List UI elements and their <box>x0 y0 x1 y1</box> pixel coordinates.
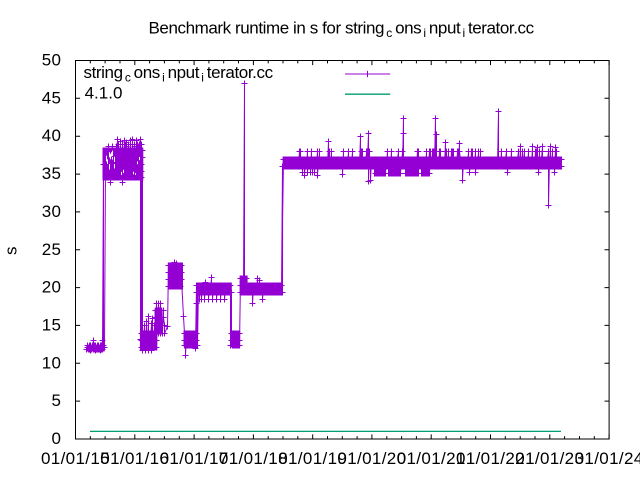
svg-text:01/01/15: 01/01/15 <box>41 449 110 468</box>
svg-text:5: 5 <box>52 391 62 410</box>
svg-text:Benchmark runtime in s for str: Benchmark runtime in s for string c ons i np… <box>149 19 535 40</box>
svg-text:4.1.0: 4.1.0 <box>85 84 123 103</box>
svg-text:01/01/16: 01/01/16 <box>100 449 169 468</box>
svg-text:20: 20 <box>42 278 62 297</box>
svg-text:s: s <box>2 247 21 256</box>
svg-text:01/01/22: 01/01/22 <box>456 449 525 468</box>
svg-text:01/01/19: 01/01/19 <box>278 449 347 468</box>
svg-text:01/01/20: 01/01/20 <box>337 449 406 468</box>
svg-text:01/01/21: 01/01/21 <box>397 449 466 468</box>
svg-text:45: 45 <box>42 88 62 107</box>
svg-text:30: 30 <box>42 202 62 221</box>
svg-text:01/01/23: 01/01/23 <box>515 449 584 468</box>
svg-text:10: 10 <box>42 353 62 372</box>
svg-text:01/01/24: 01/01/24 <box>575 449 640 468</box>
svg-text:40: 40 <box>42 126 62 145</box>
svg-text:15: 15 <box>42 316 62 335</box>
svg-text:35: 35 <box>42 164 62 183</box>
svg-text:50: 50 <box>42 51 62 70</box>
svg-text:01/01/18: 01/01/18 <box>219 449 288 468</box>
svg-text:0: 0 <box>52 429 62 448</box>
svg-text:25: 25 <box>42 240 62 259</box>
svg-text:01/01/17: 01/01/17 <box>160 449 229 468</box>
